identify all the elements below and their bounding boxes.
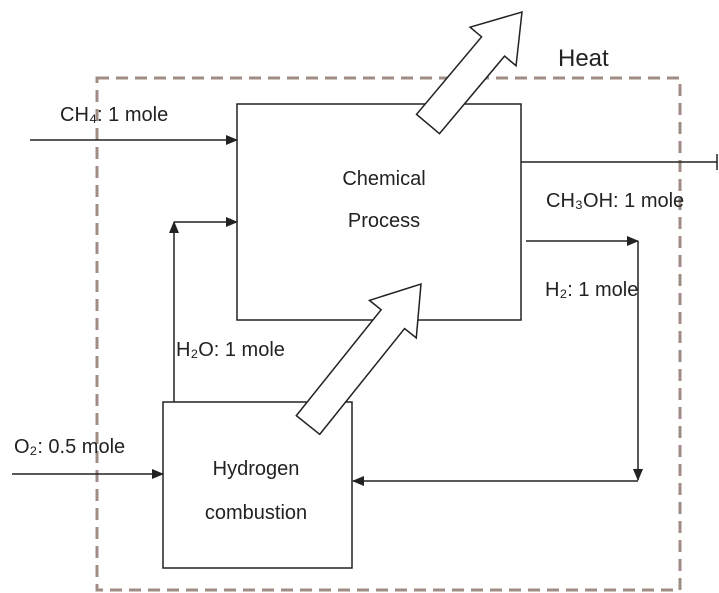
heat-out-arrow: [415, 10, 523, 135]
chemical-process-label: Chemical: [342, 168, 425, 190]
heat-transfer-arrow: [295, 282, 422, 436]
chemical-process-label: Process: [348, 210, 420, 232]
o2-label: O₂: 0.5 mole: [14, 436, 125, 458]
hydrogen-combustion-label: combustion: [205, 502, 307, 524]
h2o-label: H₂O: 1 mole: [176, 339, 285, 361]
ch4-label: CH₄: 1 mole: [60, 104, 168, 126]
system-boundary: [95, 76, 682, 592]
ch3oh-label: CH₃OH: 1 mole: [546, 190, 684, 212]
hydrogen-combustion-label: Hydrogen: [213, 458, 300, 480]
chemical-process-box: [236, 103, 522, 321]
h2-label: H₂: 1 mole: [545, 279, 638, 301]
heat-label: Heat: [558, 45, 609, 72]
